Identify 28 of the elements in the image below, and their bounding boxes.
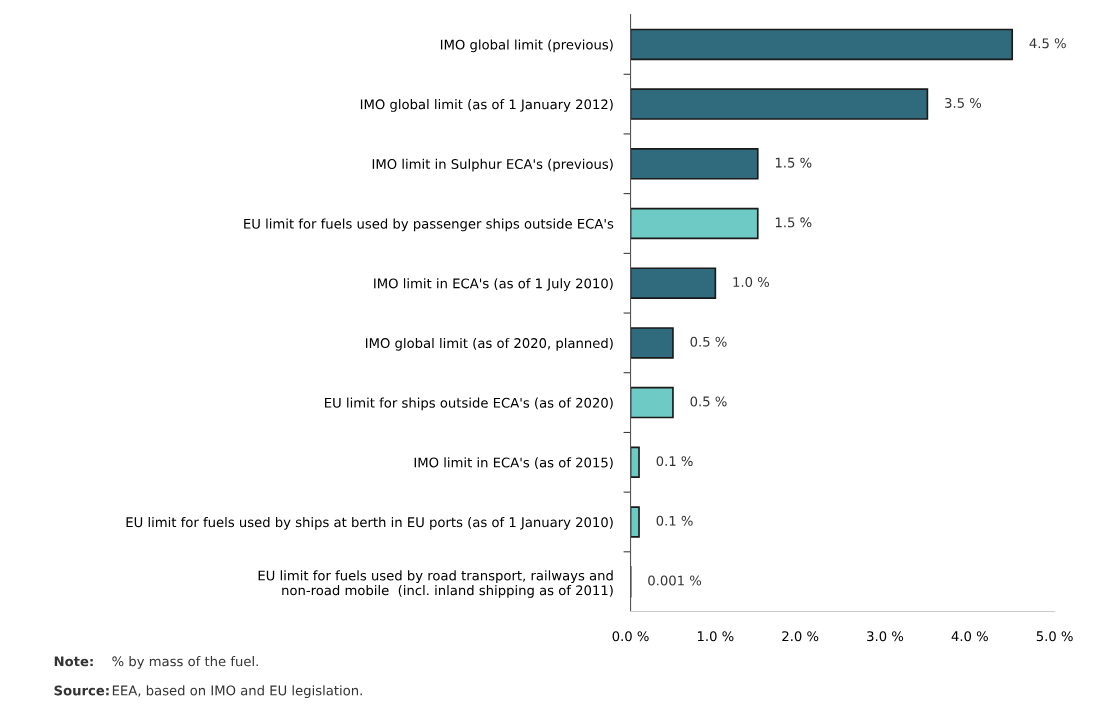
data-label: 3.5 % xyxy=(945,97,982,108)
y-tick-label: IMO global limit (as of 2020, planned) xyxy=(365,337,613,351)
x-tick-label: 3.0 % xyxy=(867,631,904,642)
data-label: 0.1 % xyxy=(656,456,693,467)
y-tick-label: EU limit for fuels used by ships at berth in EU ports (as of 1 January 2010) xyxy=(126,516,613,530)
y-tick-label: EU limit for fuels used by road transport, railways and non-road mobile (incl. inland shipping as of 2011) xyxy=(258,570,613,598)
y-tick-label: IMO limit in ECA's (as of 1 July 2010) xyxy=(374,278,613,291)
y-tick-label: EU limit for ships outside ECA's (as of 2020) xyxy=(325,397,613,411)
data-label: 0.5 % xyxy=(690,396,727,407)
data-label: 0.001 % xyxy=(648,575,702,586)
x-tick-label: 0.0 % xyxy=(612,631,649,642)
x-tick-label: 5.0 % xyxy=(1036,631,1073,642)
y-tick-label: IMO limit in ECA's (as of 2015) xyxy=(414,457,613,470)
y-tick-label: IMO global limit (as of 1 January 2012) xyxy=(360,99,613,112)
data-label: 1.5 % xyxy=(775,157,812,168)
data-label: 4.5 % xyxy=(1029,38,1066,49)
source-note: Source: EEA, based on IMO and EU legislation. xyxy=(54,685,362,698)
data-label: 0.5 % xyxy=(690,336,727,347)
data-label: 1.5 % xyxy=(775,217,812,228)
data-label: 0.1 % xyxy=(656,515,693,526)
y-tick-label: IMO limit in Sulphur ECA's (previous) xyxy=(372,158,613,172)
text: Note: % by mass of the fuel. xyxy=(54,656,258,669)
x-tick-label: 4.0 % xyxy=(951,631,988,642)
x-tick-label: 1.0 % xyxy=(697,631,734,642)
x-tick-label: 2.0 % xyxy=(782,631,819,642)
y-tick-label: EU limit for fuels used by passenger ships outside ECA's xyxy=(244,218,614,232)
y-tick-label: IMO global limit (previous) xyxy=(440,39,613,53)
data-label: 1.0 % xyxy=(733,277,770,288)
